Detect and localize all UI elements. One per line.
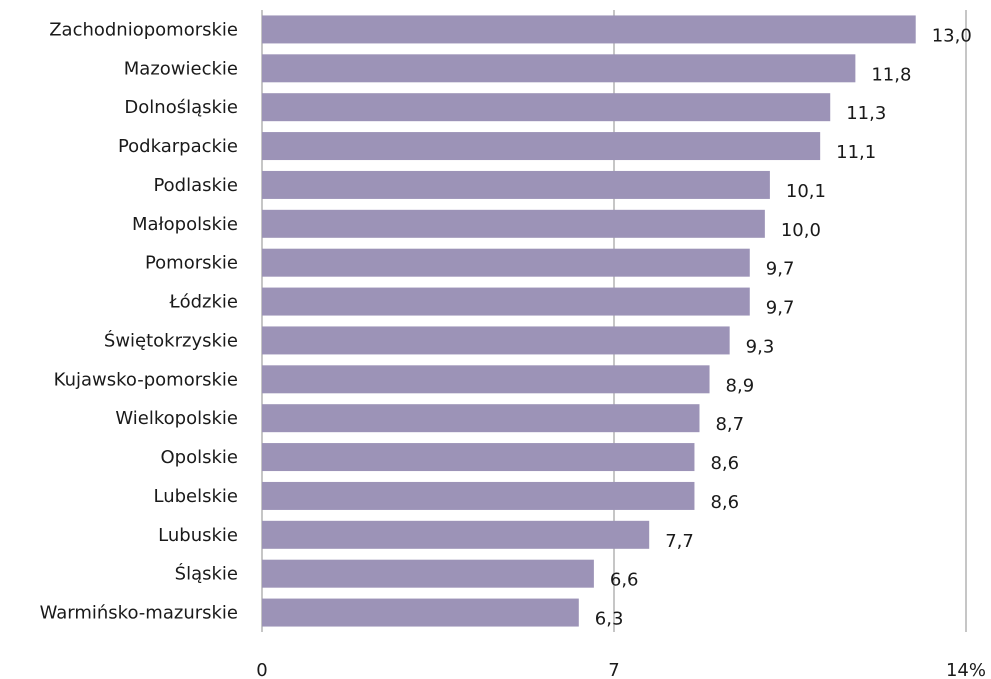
category-labels: Zachodniopomorskie Mazowieckie Dolnośląski… xyxy=(40,19,238,623)
data-label: 8,7 xyxy=(715,414,744,435)
bar xyxy=(262,365,710,393)
data-label: 13,0 xyxy=(932,25,972,46)
bar xyxy=(262,93,830,121)
data-label: 9,3 xyxy=(746,336,775,357)
data-label: 9,7 xyxy=(766,259,795,280)
bar xyxy=(262,15,916,43)
data-label: 7,7 xyxy=(665,531,694,552)
data-label: 10,1 xyxy=(786,181,826,202)
data-label: 9,7 xyxy=(766,298,795,319)
data-label: 11,8 xyxy=(871,64,911,85)
data-label: 6,6 xyxy=(610,570,639,591)
category-label: Dolnośląskie xyxy=(124,97,238,118)
bars xyxy=(262,15,916,626)
category-label: Wielkopolskie xyxy=(115,408,238,429)
bar xyxy=(262,288,750,316)
bar xyxy=(262,521,649,549)
category-label: Lubuskie xyxy=(158,525,238,546)
category-label: Podlaskie xyxy=(153,175,238,196)
bar xyxy=(262,404,699,432)
data-label: 8,9 xyxy=(726,375,755,396)
category-label: Kujawsko-pomorskie xyxy=(54,369,238,390)
category-label: Opolskie xyxy=(161,447,238,468)
bar xyxy=(262,482,694,510)
bar xyxy=(262,326,730,354)
category-label: Warmińsko-mazurskie xyxy=(40,603,238,624)
category-label: Zachodniopomorskie xyxy=(49,19,238,40)
data-label: 10,0 xyxy=(781,220,821,241)
bar xyxy=(262,171,770,199)
data-label: 8,6 xyxy=(710,453,739,474)
x-tick-label: 0 xyxy=(256,660,267,679)
category-label: Małopolskie xyxy=(132,214,238,235)
category-label: Pomorskie xyxy=(145,253,238,274)
category-label: Łódzkie xyxy=(168,292,238,313)
data-label: 8,6 xyxy=(710,492,739,513)
category-label: Śląskie xyxy=(175,563,238,585)
bar xyxy=(262,132,820,160)
bar xyxy=(262,249,750,277)
bar xyxy=(262,443,694,471)
category-label: Mazowieckie xyxy=(124,58,238,79)
bar xyxy=(262,560,594,588)
x-tick-label: 7 xyxy=(608,660,619,679)
category-label: Świętokrzyskie xyxy=(104,329,238,351)
bar xyxy=(262,210,765,238)
category-label: Podkarpackie xyxy=(118,136,238,157)
data-label: 11,1 xyxy=(836,142,876,163)
data-label: 6,3 xyxy=(595,609,624,630)
category-label: Lubelskie xyxy=(154,486,239,507)
data-label: 11,3 xyxy=(846,103,886,124)
x-tick-label: 14% xyxy=(946,660,986,679)
bar xyxy=(262,599,579,627)
x-axis-tick-labels: 0 7 14% xyxy=(256,660,986,679)
bar xyxy=(262,54,855,82)
